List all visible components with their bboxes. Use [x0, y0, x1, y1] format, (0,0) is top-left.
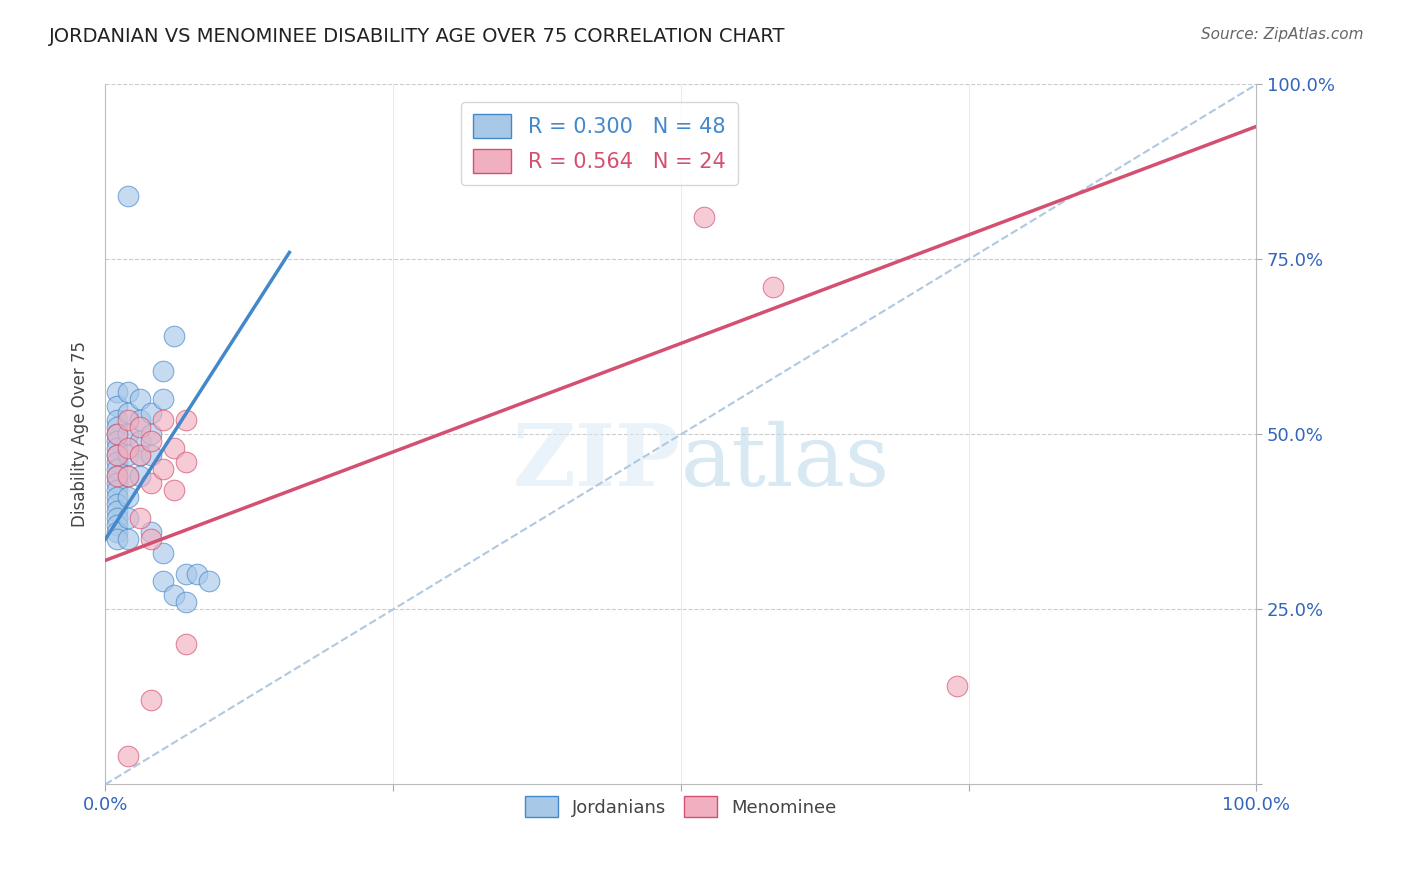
Text: JORDANIAN VS MENOMINEE DISABILITY AGE OVER 75 CORRELATION CHART: JORDANIAN VS MENOMINEE DISABILITY AGE OV… [49, 27, 786, 45]
Point [141, 406, 163, 420]
Point [105, 434, 128, 449]
Point [117, 511, 139, 525]
Point [152, 392, 174, 407]
Point [117, 406, 139, 420]
Point [117, 449, 139, 463]
Text: atlas: atlas [681, 421, 890, 504]
Point [152, 364, 174, 378]
Text: Source: ZipAtlas.com: Source: ZipAtlas.com [1201, 27, 1364, 42]
Point [105, 518, 128, 533]
Point [128, 449, 150, 463]
Point [186, 567, 208, 582]
Point [105, 491, 128, 505]
Point [128, 434, 150, 449]
Point [128, 511, 150, 525]
Point [141, 476, 163, 491]
Point [163, 442, 186, 456]
Point [128, 392, 150, 407]
Point [174, 567, 197, 582]
Point [105, 385, 128, 400]
Point [105, 533, 128, 547]
Point [105, 455, 128, 469]
Point [105, 476, 128, 491]
Point [117, 469, 139, 483]
Point [105, 427, 128, 442]
Point [152, 574, 174, 589]
Point [117, 469, 139, 483]
Point [141, 693, 163, 707]
Text: ZIP: ZIP [513, 420, 681, 505]
Point [163, 329, 186, 343]
Point [141, 533, 163, 547]
Point [105, 413, 128, 427]
Point [105, 469, 128, 483]
Point [117, 385, 139, 400]
Point [105, 469, 128, 483]
Point [152, 546, 174, 560]
Point [105, 449, 128, 463]
Point [141, 434, 163, 449]
Point [198, 574, 221, 589]
Point [105, 420, 128, 434]
Point [163, 483, 186, 498]
Point [152, 413, 174, 427]
Point [105, 442, 128, 456]
Point [105, 525, 128, 540]
Point [117, 427, 139, 442]
Point [128, 413, 150, 427]
Point [174, 455, 197, 469]
Point [762, 280, 785, 294]
Point [141, 449, 163, 463]
Point [152, 462, 174, 476]
Y-axis label: Disability Age Over 75: Disability Age Over 75 [72, 342, 89, 527]
Point [105, 511, 128, 525]
Legend: Jordanians, Menominee: Jordanians, Menominee [517, 789, 844, 824]
Point [117, 442, 139, 456]
Point [117, 413, 139, 427]
Point [117, 749, 139, 764]
Point [117, 491, 139, 505]
Point [174, 595, 197, 609]
Point [105, 462, 128, 476]
Point [105, 427, 128, 442]
Point [174, 637, 197, 651]
Point [105, 483, 128, 498]
Point [105, 449, 128, 463]
Point [128, 420, 150, 434]
Point [174, 413, 197, 427]
Point [946, 680, 969, 694]
Point [141, 427, 163, 442]
Point [128, 449, 150, 463]
Point [117, 533, 139, 547]
Point [105, 498, 128, 512]
Point [105, 504, 128, 518]
Point [117, 189, 139, 203]
Point [128, 469, 150, 483]
Point [163, 589, 186, 603]
Point [141, 525, 163, 540]
Point [693, 211, 716, 225]
Point [105, 400, 128, 414]
